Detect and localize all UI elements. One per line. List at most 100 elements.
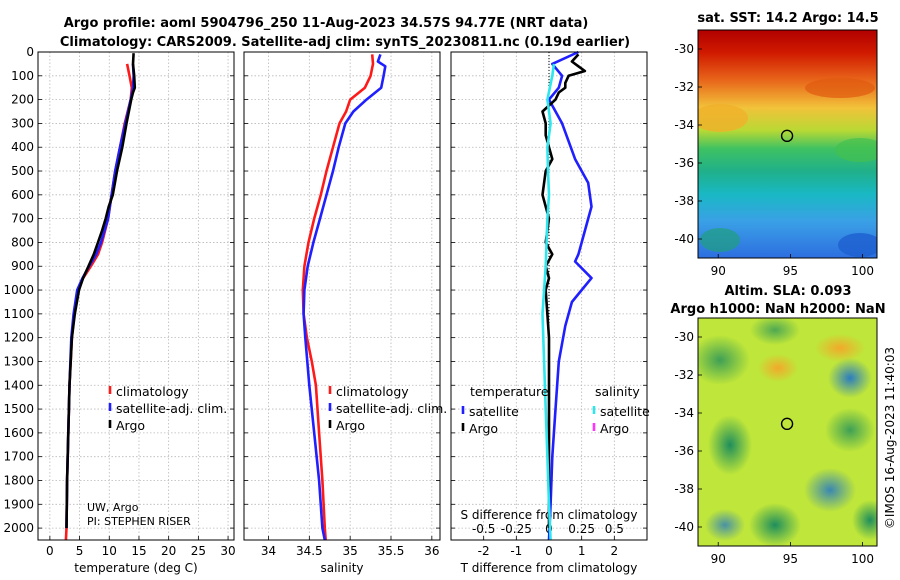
legend-label: climatology — [116, 384, 189, 399]
xtick-label: 30 — [220, 544, 235, 558]
argo-location-marker — [780, 129, 794, 143]
xtick-label: 1 — [578, 544, 586, 558]
title-line-1: Argo profile: aoml 5904796_250 11-Aug-20… — [64, 16, 589, 31]
legend-label: Argo — [336, 418, 365, 433]
legend-label: satellite — [600, 404, 650, 419]
map-xtick-label: 95 — [783, 264, 798, 278]
xtick-label: -1 — [510, 544, 522, 558]
panel-temperature: 0 5 10 15 20 25 30 temperature (deg C) 0 100 200 30… — [3, 45, 235, 575]
plot-area — [244, 52, 440, 540]
ytick-label: 2000 — [3, 521, 34, 535]
series-salinity-satellite — [541, 63, 556, 541]
ytick-label: 600 — [11, 188, 34, 202]
sst-map-ticks: 90 95 100 -30 -32 -34 -36 -38 -40 — [674, 42, 874, 278]
plot-area — [38, 52, 234, 540]
xtick-label: 0 — [46, 544, 54, 558]
ytick-label: 1200 — [3, 331, 34, 345]
panel-salinity: 34 34.5 35 35.5 36 salinity climatology satelli… — [243, 51, 447, 575]
title-line-2: Climatology: CARS2009. Satellite-adj cli… — [60, 35, 630, 50]
sla-map-title: Altim. SLA: 0.093 — [725, 284, 852, 299]
annotation-line: UW, Argo — [87, 501, 139, 514]
sla-map-field — [698, 318, 877, 546]
ytick-label: 1400 — [3, 378, 34, 392]
credit-text: ©IMOS 16-Aug-2023 11:40:03 — [883, 347, 897, 529]
series-climatology — [301, 54, 375, 541]
plot-frame — [37, 51, 235, 541]
ytick-label: 400 — [11, 140, 34, 154]
xtick-label: 2 — [611, 544, 619, 558]
legend-label: satellite-adj. clim. — [336, 401, 447, 416]
map-xtick-label: 90 — [711, 552, 726, 566]
ytick-label: 1100 — [3, 307, 34, 321]
ytick-label: 800 — [11, 235, 34, 249]
xtick-label: 15 — [131, 544, 146, 558]
ytick-label: 100 — [11, 69, 34, 83]
map-ytick-label: -32 — [674, 80, 694, 94]
series-argo — [65, 53, 137, 529]
xtick-label-top: -0.25 — [501, 522, 532, 536]
panel-difference: -2 -1 0 1 2 T difference from climatology -0.5… — [450, 50, 650, 575]
xtick-label: 5 — [76, 544, 84, 558]
map-xtick-label: 100 — [851, 552, 874, 566]
xtick-label: -2 — [478, 544, 490, 558]
map-ytick-label: -30 — [674, 330, 694, 344]
xtick-label-top: -0.5 — [472, 522, 495, 536]
ytick-label: 0 — [26, 45, 34, 59]
legend-label: climatology — [336, 384, 409, 399]
xtick-label: 20 — [161, 544, 176, 558]
legend-label: Argo — [116, 418, 145, 433]
sst-map-title: sat. SST: 14.2 Argo: 14.5 — [697, 11, 878, 26]
map-ytick-label: -34 — [674, 118, 694, 132]
x-axis-label: T difference from climatology — [460, 561, 638, 575]
x-axis-label: salinity — [320, 561, 363, 575]
ytick-label: 300 — [11, 116, 34, 130]
xtick-label: 34.5 — [296, 544, 323, 558]
map-ytick-label: -40 — [674, 232, 694, 246]
ytick-label: 500 — [11, 164, 34, 178]
legend-label: Argo — [469, 421, 498, 436]
annotation-line: PI: STEPHEN RISER — [87, 515, 191, 528]
series-satellite-adj-clim- — [302, 53, 387, 541]
sla-map-subtitle: Argo h1000: NaN h2000: NaN — [670, 302, 885, 317]
xtick-label: 10 — [102, 544, 117, 558]
ytick-label: 1700 — [3, 450, 34, 464]
ytick-label: 900 — [11, 259, 34, 273]
legend-group-title: temperature — [470, 384, 549, 399]
xtick-label: 35.5 — [378, 544, 405, 558]
ytick-label: 1300 — [3, 354, 34, 368]
map-ytick-label: -36 — [674, 156, 694, 170]
ytick-label: 200 — [11, 93, 34, 107]
xtick-label: 36 — [424, 544, 439, 558]
map-ytick-label: -38 — [674, 194, 694, 208]
sst-map-field — [698, 30, 877, 258]
plot-frame — [450, 51, 648, 541]
map-xtick-label: 100 — [851, 264, 874, 278]
ytick-label: 1800 — [3, 473, 34, 487]
sst-map: 90 95 100 -30 -32 -34 -36 -38 -40 sat. SST: 14.2… — [674, 11, 878, 278]
ytick-label: 1500 — [3, 402, 34, 416]
argo-location-marker — [780, 417, 794, 431]
map-ytick-label: -34 — [674, 406, 694, 420]
map-ytick-label: -38 — [674, 482, 694, 496]
xtick-label: 25 — [191, 544, 206, 558]
xtick-label: 35 — [343, 544, 358, 558]
plot-frame — [243, 51, 441, 541]
ytick-label: 700 — [11, 212, 34, 226]
sla-map-ticks: 90 95 100 -30 -32 -34 -36 -38 -40 — [674, 330, 874, 566]
map-ytick-label: -32 — [674, 368, 694, 382]
legend-label: satellite — [469, 404, 519, 419]
x-axis-label: temperature (deg C) — [74, 561, 197, 575]
sla-map: 90 95 100 -30 -32 -34 -36 -38 -40 Altim. SLA: 0.… — [670, 284, 885, 566]
map-ytick-label: -40 — [674, 520, 694, 534]
legend-label: satellite-adj. clim. — [116, 401, 227, 416]
series-temperature-satellite — [547, 50, 593, 541]
map-xtick-label: 90 — [711, 264, 726, 278]
xtick-label: 0 — [545, 544, 553, 558]
xtick-label-top: 0.25 — [568, 522, 595, 536]
ytick-label: 1900 — [3, 497, 34, 511]
legend-group-title: salinity — [595, 384, 640, 399]
map-ytick-label: -30 — [674, 42, 694, 56]
map-ytick-label: -36 — [674, 444, 694, 458]
